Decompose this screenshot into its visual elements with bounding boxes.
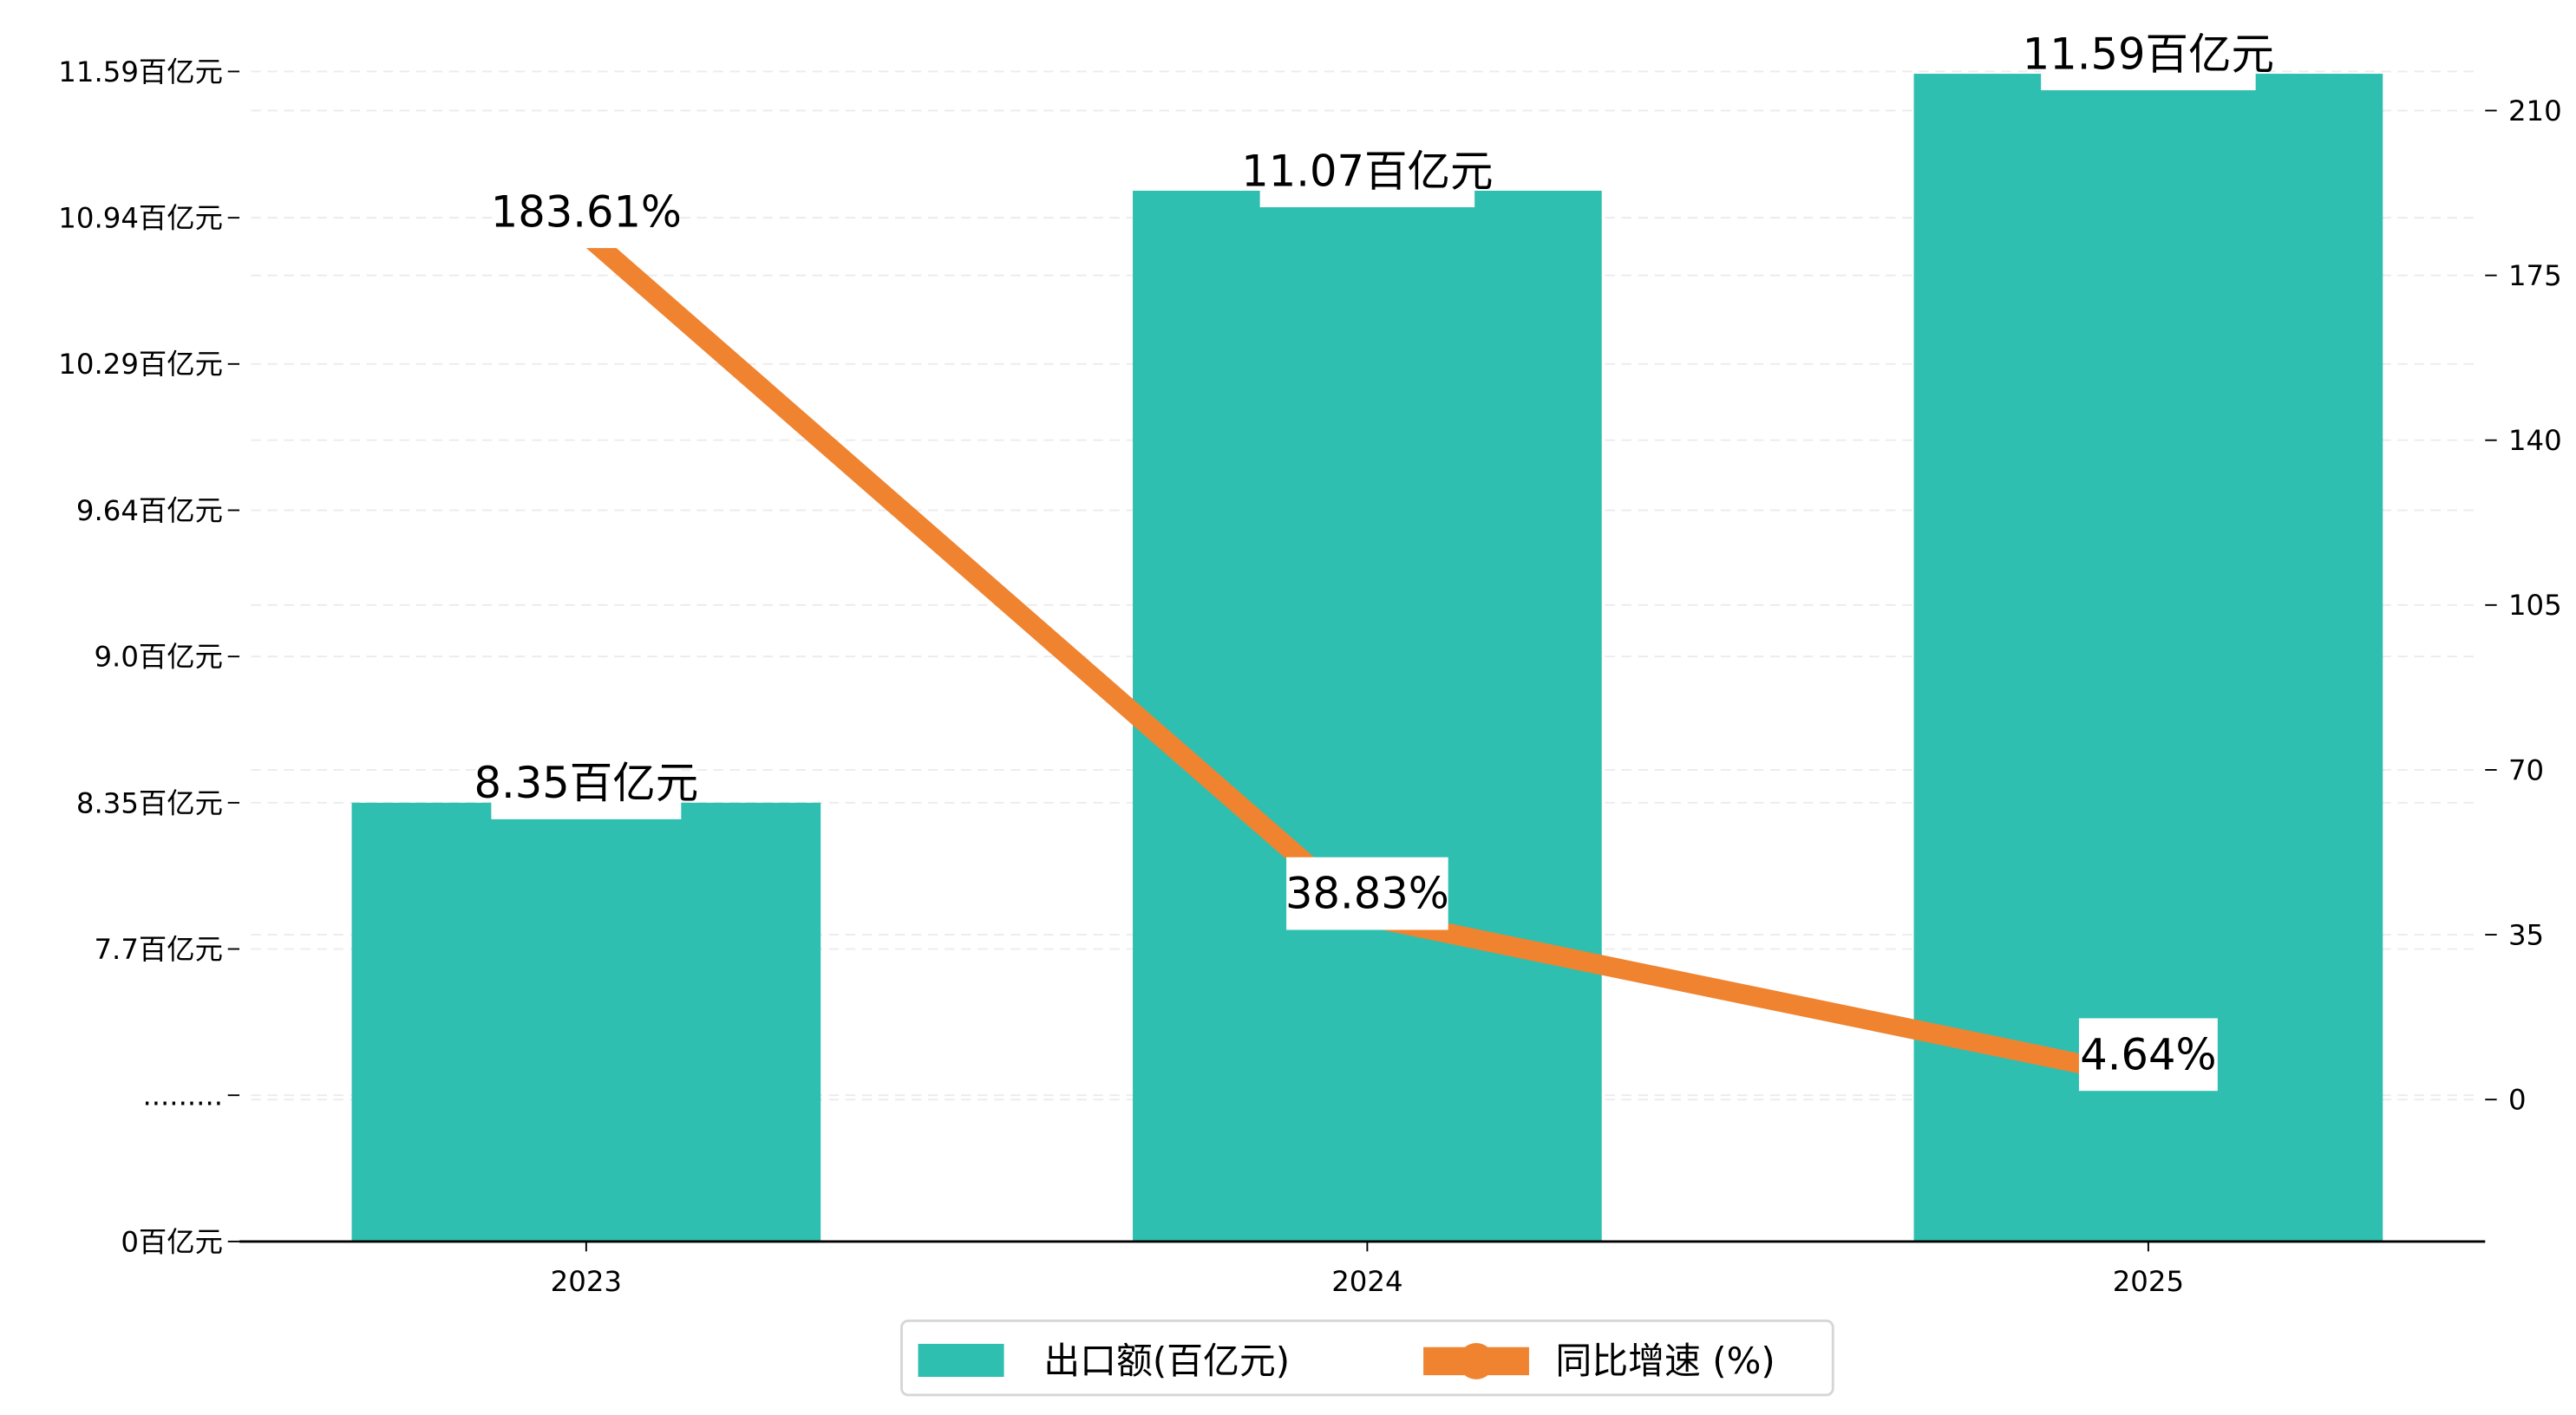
right-tick-label: 0 [2508,1084,2527,1117]
left-tick-label: 10.94百亿元 [58,202,223,235]
bar-value-label: 11.59百亿元 [2023,29,2274,79]
legend-label-export: 出口额(百亿元) [1043,1340,1290,1382]
bar-value-label: 11.07百亿元 [1241,146,1493,196]
growth-value-label-bg [1286,857,1448,930]
bar-2023 [351,802,821,1242]
left-tick-label: 9.0百亿元 [94,641,223,674]
axes: 0百亿元......... 7.7百亿元 8.35百亿元 9.0百亿元 9.64百亿元 1… [58,55,2561,1298]
right-tick-label: 35 [2508,918,2544,951]
bar-value-label-bg [1259,134,1475,208]
growth-value-label-bg [494,175,679,249]
growth-value-label: 38.83% [1285,869,1449,919]
growth-value-label: 183.61% [491,186,682,237]
x-tick-label: 2023 [551,1265,622,1298]
right-tick-label: 70 [2508,753,2544,786]
right-tick-label: 105 [2508,589,2562,622]
bar-value-label-bg [491,747,682,819]
left-tick-label: 9.64百亿元 [76,494,223,527]
data-labels: 8.35百亿元 11.07百亿元 11.59百亿元 183.61% 38.83% 4.64… [474,17,2274,1092]
legend-line-marker [1458,1342,1494,1379]
growth-value-label-bg [2078,1018,2218,1092]
left-tick-label: 7.7百亿元 [94,933,223,966]
legend: 出口额(百亿元) 同比增速 (%) [900,1319,1834,1397]
legend-bar-swatch [918,1343,1004,1378]
bar-value-label: 8.35百亿元 [474,758,699,808]
left-tick-label: 8.35百亿元 [76,786,223,819]
legend-label-growth: 同比增速 (%) [1555,1340,1775,1382]
right-tick-label: 175 [2508,259,2562,292]
x-tick-label: 2024 [1331,1265,1402,1298]
legend-box [900,1319,1834,1397]
x-tick-label: 2025 [2113,1265,2184,1298]
bar-value-label-bg [2041,17,2256,91]
bar-2024 [1133,190,1602,1242]
left-tick-label: 10.29百亿元 [58,348,223,381]
right-tick-label: 140 [2508,424,2562,457]
left-tick-label: 0百亿元 [121,1225,223,1258]
left-tick-label: ......... [142,1079,223,1112]
growth-value-label: 4.64% [2080,1029,2216,1079]
left-tick-label: 11.59百亿元 [58,55,223,88]
right-tick-label: 210 [2508,95,2562,127]
